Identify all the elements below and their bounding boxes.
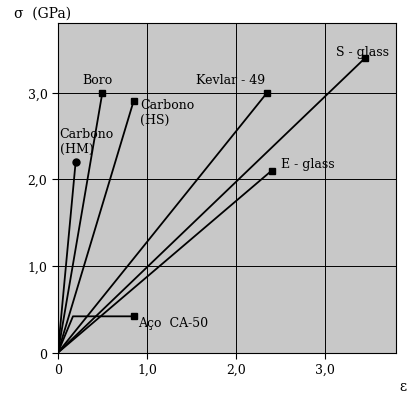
Text: E - glass: E - glass [280, 158, 334, 171]
Text: S - glass: S - glass [336, 46, 389, 59]
Text: Kevlar - 49: Kevlar - 49 [196, 74, 265, 87]
Text: ε  (%): ε (%) [400, 379, 413, 393]
Text: Boro: Boro [83, 74, 113, 87]
Text: σ  (GPa): σ (GPa) [14, 7, 71, 21]
Text: Carbono
(HS): Carbono (HS) [140, 98, 194, 126]
Text: Aço  CA-50: Aço CA-50 [138, 316, 208, 329]
Text: Carbono
(HM): Carbono (HM) [59, 128, 114, 156]
